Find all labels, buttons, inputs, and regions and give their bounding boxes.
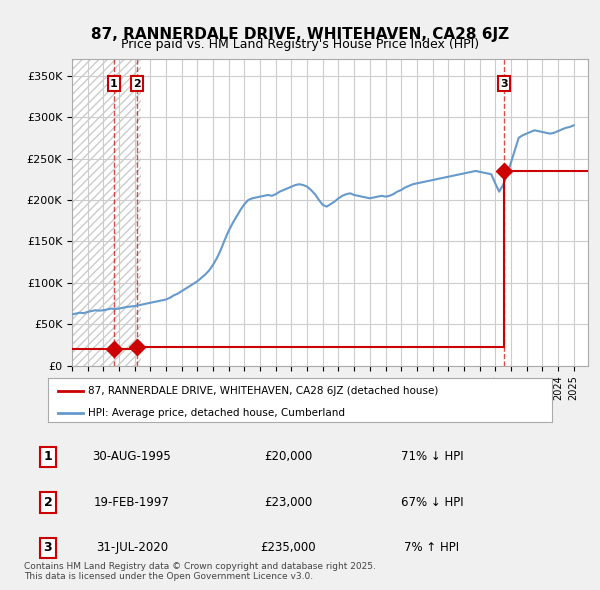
Text: 1: 1 <box>44 450 52 464</box>
Text: Contains HM Land Registry data © Crown copyright and database right 2025.
This d: Contains HM Land Registry data © Crown c… <box>24 562 376 581</box>
Text: HPI: Average price, detached house, Cumberland: HPI: Average price, detached house, Cumb… <box>88 408 346 418</box>
Bar <box>72 59 141 366</box>
Text: 30-AUG-1995: 30-AUG-1995 <box>92 450 172 464</box>
Text: 7% ↑ HPI: 7% ↑ HPI <box>404 541 460 555</box>
Text: 1: 1 <box>110 78 118 88</box>
Bar <box>72 59 141 366</box>
Text: £235,000: £235,000 <box>260 541 316 555</box>
Text: 19-FEB-1997: 19-FEB-1997 <box>94 496 170 509</box>
Text: Price paid vs. HM Land Registry's House Price Index (HPI): Price paid vs. HM Land Registry's House … <box>121 38 479 51</box>
Text: 3: 3 <box>500 78 508 88</box>
Text: £23,000: £23,000 <box>264 496 312 509</box>
Text: 71% ↓ HPI: 71% ↓ HPI <box>401 450 463 464</box>
Text: £20,000: £20,000 <box>264 450 312 464</box>
Text: 2: 2 <box>133 78 140 88</box>
Text: 87, RANNERDALE DRIVE, WHITEHAVEN, CA28 6JZ (detached house): 87, RANNERDALE DRIVE, WHITEHAVEN, CA28 6… <box>88 386 439 396</box>
Text: 2: 2 <box>44 496 52 509</box>
Text: 67% ↓ HPI: 67% ↓ HPI <box>401 496 463 509</box>
Text: 31-JUL-2020: 31-JUL-2020 <box>96 541 168 555</box>
Text: 87, RANNERDALE DRIVE, WHITEHAVEN, CA28 6JZ: 87, RANNERDALE DRIVE, WHITEHAVEN, CA28 6… <box>91 27 509 41</box>
Text: 3: 3 <box>44 541 52 555</box>
